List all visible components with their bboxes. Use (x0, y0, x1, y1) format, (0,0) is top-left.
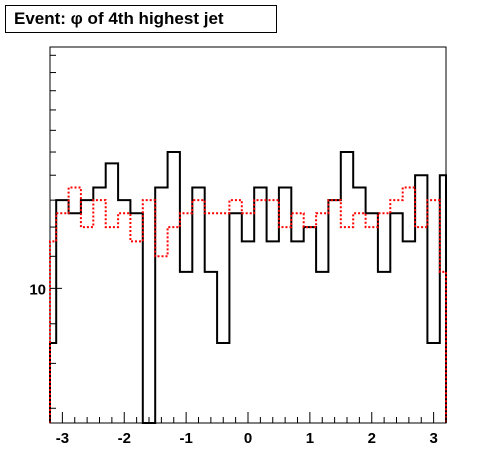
y-tick-label: 10 (29, 281, 46, 298)
chart-title: Event: φ of 4th highest jet (5, 5, 277, 33)
plot-frame (49, 46, 447, 424)
x-tick-label: 0 (244, 430, 252, 447)
x-tick-label: -3 (56, 430, 69, 447)
x-tick-label: -1 (179, 430, 192, 447)
series-2-line (49, 186, 447, 423)
x-tick-label: 3 (429, 430, 437, 447)
x-tick-label: 2 (368, 430, 376, 447)
x-tick-label: -2 (118, 430, 131, 447)
x-tick-label: 1 (306, 430, 314, 447)
series-1-line (49, 151, 447, 424)
